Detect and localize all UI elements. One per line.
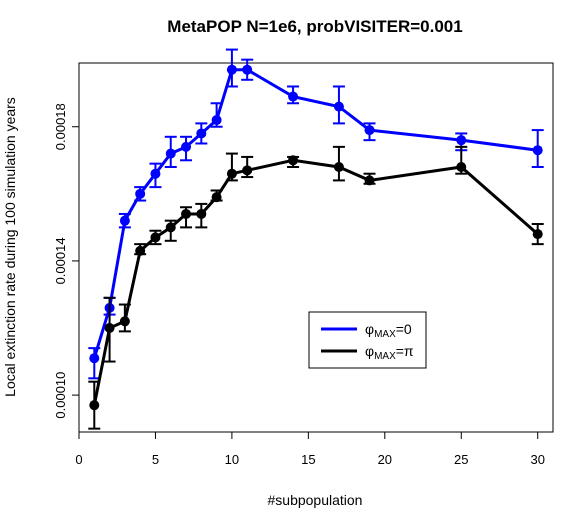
x-tick-label: 20 bbox=[378, 452, 392, 467]
data-point bbox=[532, 229, 543, 240]
legend: φMAX=0 φMAX=π bbox=[308, 311, 427, 369]
series-line bbox=[92, 158, 539, 406]
data-point bbox=[456, 135, 467, 146]
data-point bbox=[288, 155, 299, 166]
data-point bbox=[364, 175, 375, 186]
data-point bbox=[196, 208, 207, 219]
data-point bbox=[211, 115, 222, 126]
legend-label: φMAX=0 bbox=[365, 321, 412, 340]
x-tick-label: 30 bbox=[530, 452, 544, 467]
x-tick-label: 25 bbox=[454, 452, 468, 467]
data-point bbox=[119, 316, 130, 327]
series-1 bbox=[88, 48, 544, 380]
x-tick-label: 10 bbox=[225, 452, 239, 467]
data-point bbox=[532, 145, 543, 156]
y-axis: 0.00010 0.00014 0.00018 bbox=[53, 103, 80, 419]
data-point bbox=[181, 208, 192, 219]
data-point bbox=[135, 245, 146, 256]
data-point bbox=[211, 192, 222, 203]
data-point bbox=[242, 64, 253, 75]
chart-title: MetaPOP N=1e6, probVISITER=0.001 bbox=[167, 17, 462, 36]
data-point bbox=[333, 101, 344, 112]
y-tick-label: 0.00010 bbox=[53, 372, 68, 419]
data-point bbox=[89, 353, 100, 364]
y-tick-label: 0.00018 bbox=[53, 103, 68, 150]
data-point bbox=[150, 168, 161, 179]
x-axis-label: #subpopulation bbox=[268, 492, 363, 508]
data-point bbox=[288, 91, 299, 102]
series-line bbox=[92, 68, 538, 359]
data-point bbox=[89, 400, 100, 411]
data-point bbox=[364, 125, 375, 136]
data-point bbox=[104, 323, 115, 334]
data-point bbox=[181, 141, 192, 152]
data-point bbox=[150, 232, 161, 243]
y-axis-label: Local extinction rate during 100 simulat… bbox=[2, 97, 18, 397]
legend-box bbox=[308, 311, 427, 369]
data-point bbox=[119, 215, 130, 226]
series-2 bbox=[88, 145, 544, 430]
plot-frame bbox=[78, 62, 554, 433]
x-tick-label: 15 bbox=[301, 452, 315, 467]
data-point bbox=[165, 148, 176, 159]
x-tick-label: 5 bbox=[152, 452, 159, 467]
series-layer bbox=[88, 48, 544, 430]
data-point bbox=[456, 161, 467, 172]
x-axis: 0 5 10 15 20 25 30 bbox=[75, 431, 545, 467]
data-point bbox=[226, 168, 237, 179]
x-tick-label: 0 bbox=[75, 452, 82, 467]
data-point bbox=[165, 222, 176, 233]
data-point bbox=[226, 64, 237, 75]
data-point bbox=[242, 165, 253, 176]
data-point bbox=[333, 161, 344, 172]
data-point bbox=[135, 188, 146, 199]
data-point bbox=[196, 128, 207, 139]
y-tick-label: 0.00014 bbox=[53, 237, 68, 284]
legend-label: φMAX=π bbox=[365, 343, 414, 362]
